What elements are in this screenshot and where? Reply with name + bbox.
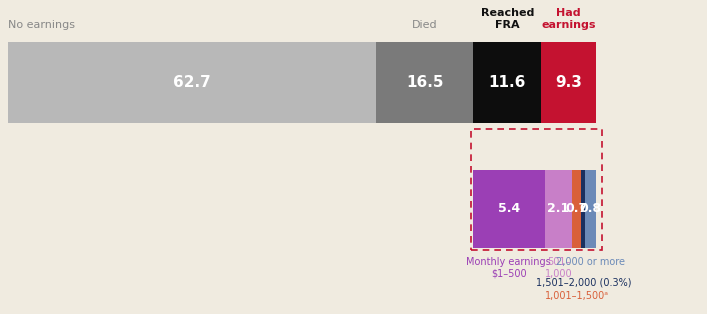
Text: 9.3: 9.3 [555, 75, 582, 90]
Bar [473, 42, 542, 123]
Bar [581, 170, 585, 248]
Text: 5.4: 5.4 [498, 203, 520, 215]
Text: Had
earnings: Had earnings [542, 8, 596, 30]
Text: 62.7: 62.7 [173, 75, 211, 90]
Bar [376, 42, 473, 123]
Text: No earnings: No earnings [8, 20, 75, 30]
Bar [8, 42, 376, 123]
Text: 1,501–2,000 (0.3%): 1,501–2,000 (0.3%) [536, 278, 631, 288]
Text: Monthly earnings
$1–500: Monthly earnings $1–500 [467, 257, 551, 279]
Text: 16.5: 16.5 [406, 75, 443, 90]
Text: 2.1: 2.1 [547, 203, 570, 215]
Text: 11.6: 11.6 [489, 75, 526, 90]
Text: Reached
FRA: Reached FRA [481, 8, 534, 30]
Text: 0.8: 0.8 [580, 203, 602, 215]
Bar [585, 170, 596, 248]
Bar [542, 42, 596, 123]
Bar [572, 170, 581, 248]
Bar [473, 170, 544, 248]
Text: 2,000 or more: 2,000 or more [556, 257, 625, 267]
Text: 1,001–1,500ᵃ: 1,001–1,500ᵃ [545, 291, 609, 301]
Bar [544, 170, 572, 248]
Text: 0.7: 0.7 [566, 203, 588, 215]
Text: Died: Died [412, 20, 438, 30]
Text: 501–
1,000: 501– 1,000 [544, 257, 572, 279]
Bar [471, 129, 602, 250]
